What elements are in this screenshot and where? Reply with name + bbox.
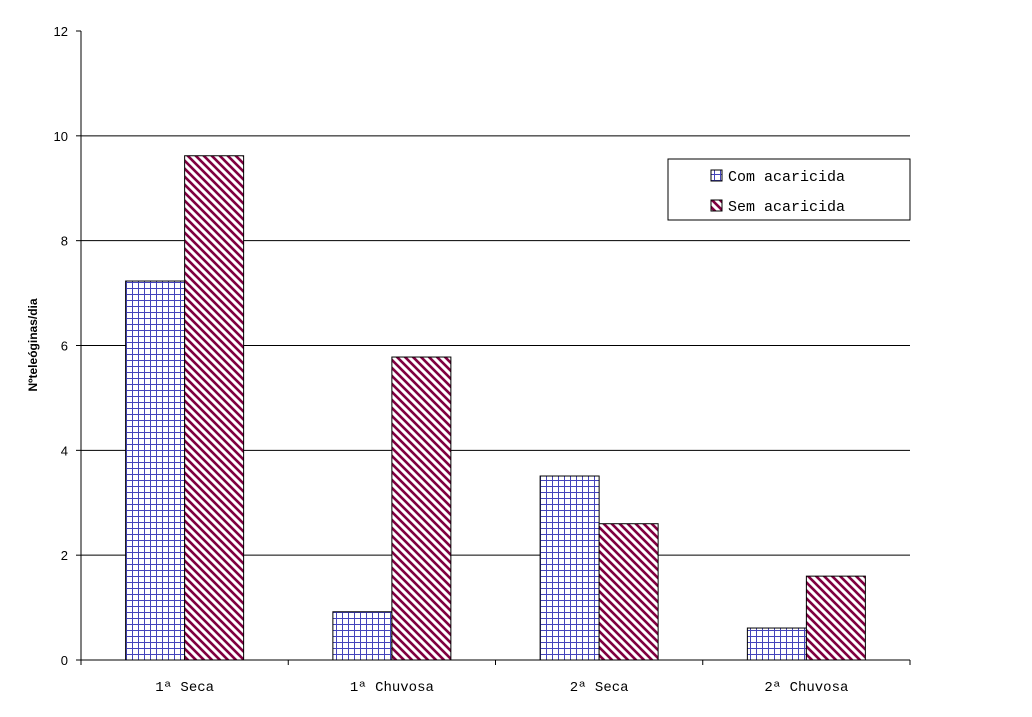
y-tick-label: 10 xyxy=(54,129,68,144)
y-tick-label: 12 xyxy=(54,24,68,39)
bar-com-acaricida-1 xyxy=(332,611,393,661)
x-category-label: 1ª Seca xyxy=(155,680,214,696)
bar-com-acaricida-3 xyxy=(746,627,807,661)
bar-sem-acaricida-1 xyxy=(391,356,452,661)
legend-swatch xyxy=(710,169,723,182)
legend-label: Com acaricida xyxy=(728,169,845,186)
x-category-label: 2ª Chuvosa xyxy=(764,680,848,696)
x-category-label: 1ª Chuvosa xyxy=(350,680,434,696)
y-tick-label: 6 xyxy=(61,339,68,354)
legend-box xyxy=(667,158,911,221)
x-category-label: 2ª Seca xyxy=(570,680,629,696)
y-tick-label: 4 xyxy=(61,443,68,458)
bar-sem-acaricida-2 xyxy=(598,523,659,661)
y-tick-label: 2 xyxy=(61,548,68,563)
bar-sem-acaricida-0 xyxy=(184,155,245,661)
legend: Com acaricida Sem acaricida xyxy=(667,158,911,221)
legend-swatch xyxy=(710,199,723,212)
bars xyxy=(125,155,866,661)
x-category-labels: 1ª Seca 1ª Chuvosa 2ª Seca 2ª Chuvosa xyxy=(155,680,848,696)
y-tick-label: 8 xyxy=(61,234,68,249)
legend-label: Sem acaricida xyxy=(728,199,845,216)
bar-com-acaricida-0 xyxy=(125,280,186,661)
bar-com-acaricida-2 xyxy=(539,475,600,661)
bar-sem-acaricida-3 xyxy=(805,575,866,661)
y-axis-label: Nºteleóginas/dia xyxy=(26,298,40,391)
y-tick-label: 0 xyxy=(61,653,68,668)
y-tick-labels: 0 2 4 6 8 10 12 xyxy=(54,24,68,668)
